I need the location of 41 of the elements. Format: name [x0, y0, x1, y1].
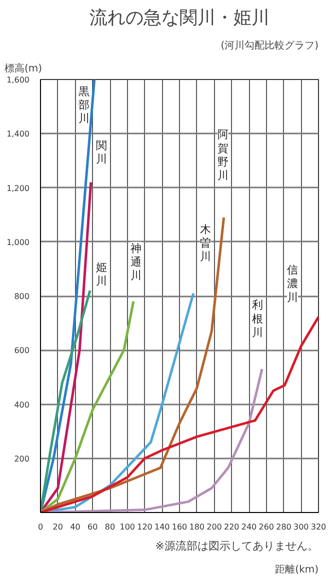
- chart-subtitle: (河川勾配比較グラフ): [220, 40, 319, 52]
- line-series: [40, 289, 92, 512]
- x-tick-label: 260: [258, 522, 274, 532]
- chart-title: 流れの急な関川・姫川: [90, 8, 270, 28]
- line-series: [40, 216, 226, 512]
- x-tick-label: 180: [189, 522, 205, 532]
- annotation: 姫川: [96, 260, 107, 288]
- x-tick-label: 200: [206, 522, 222, 532]
- x-tick-label: 80: [104, 522, 116, 532]
- annotation: 利根川: [252, 298, 264, 340]
- x-tick-label: 120: [137, 522, 152, 532]
- x-axis-title: 距離(km): [275, 564, 319, 576]
- y-tick-label: 600: [14, 346, 30, 356]
- annotation: 黒部川: [78, 84, 90, 126]
- annotation: 関川: [96, 139, 107, 166]
- x-tick-label: 60: [88, 522, 98, 532]
- x-tick-label: 40: [70, 522, 80, 532]
- annotation: 木曽川: [200, 222, 212, 264]
- y-tick-label: 1,600: [6, 76, 30, 84]
- x-tick-label: 100: [120, 522, 136, 532]
- annotation: 神通川: [130, 242, 142, 282]
- y-tick-label: 1,400: [6, 130, 30, 139]
- y-axis-title: 標高(m): [4, 62, 42, 74]
- x-tick-label: 140: [154, 522, 170, 532]
- x-tick-label: 20: [52, 522, 63, 532]
- x-tick-label: 300: [293, 522, 309, 532]
- x-tick-label: 240: [241, 522, 257, 532]
- x-tick-label: 280: [276, 522, 292, 532]
- line-series: [40, 300, 135, 512]
- y-tick-label: 200: [14, 454, 30, 464]
- x-tick-label: 0: [38, 522, 44, 532]
- y-tick-label: 400: [14, 400, 30, 410]
- y-tick-label: 800: [14, 292, 30, 301]
- x-tick-label: 320: [310, 522, 326, 532]
- y-tick-label: 1,200: [6, 184, 30, 193]
- text: ※源流部は図示してありません。: [155, 540, 318, 552]
- annotation: 信濃川: [286, 264, 298, 304]
- annotation: 阿賀野川: [217, 128, 228, 182]
- x-tick-label: 160: [172, 522, 188, 532]
- y-tick-label: 1,000: [6, 238, 30, 247]
- x-tick-label: 220: [224, 522, 240, 532]
